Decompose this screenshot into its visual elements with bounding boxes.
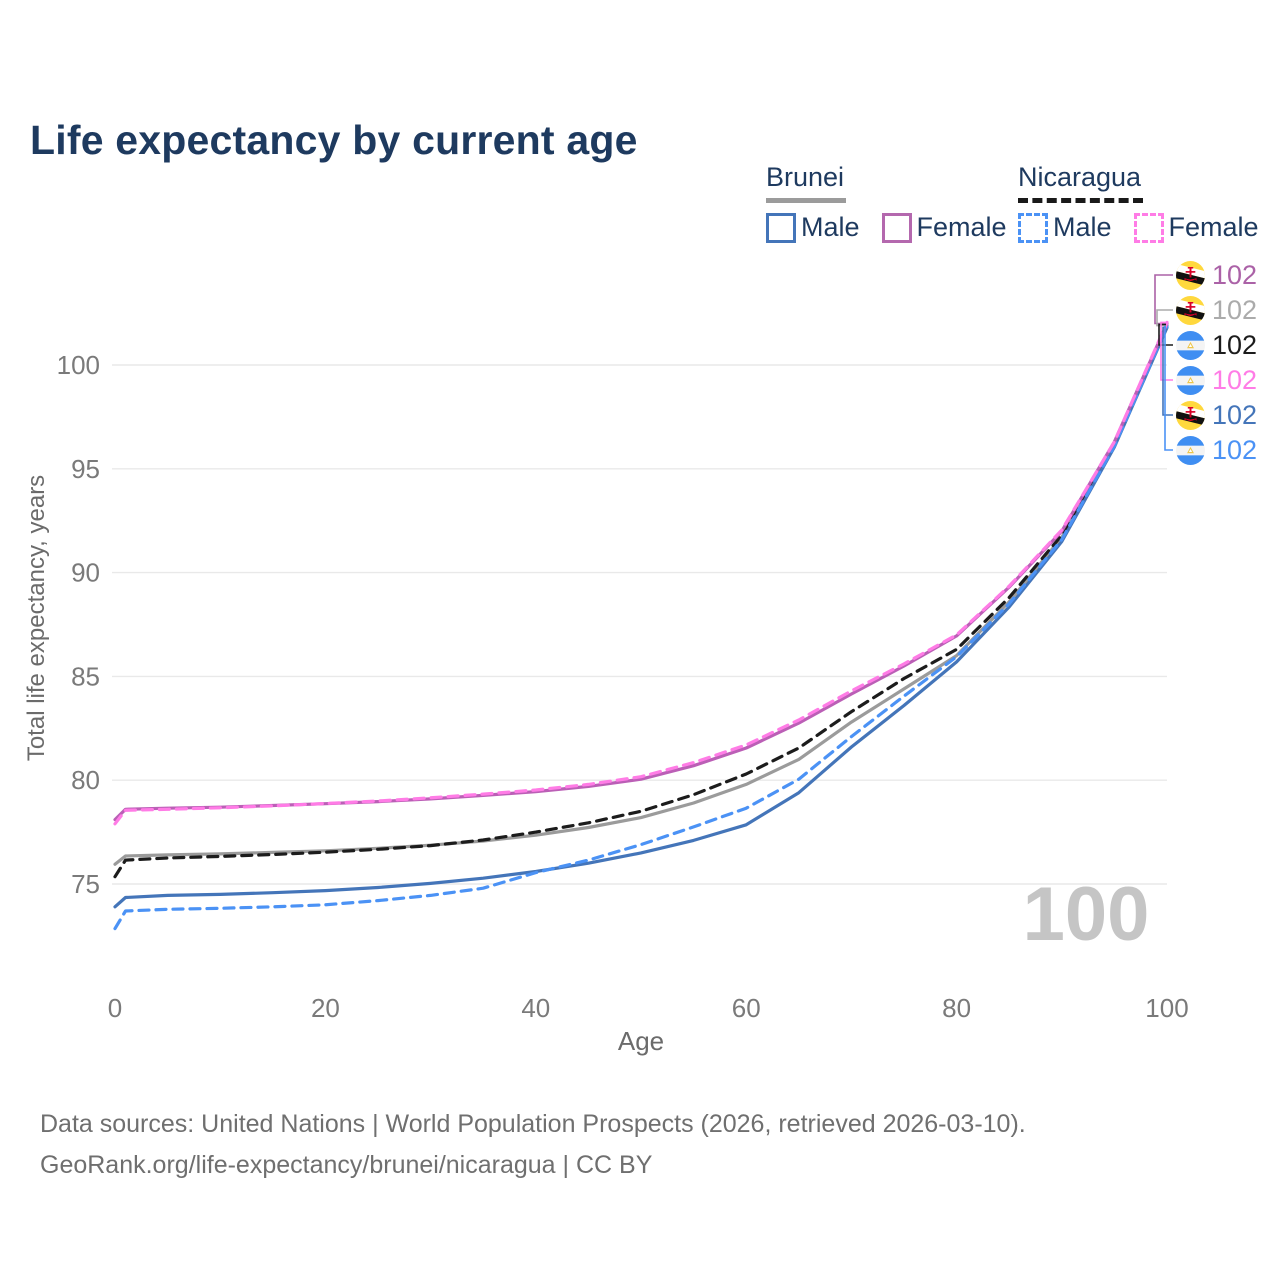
nicaragua-flag-icon bbox=[1176, 366, 1205, 395]
y-tick-label: 80 bbox=[71, 765, 100, 795]
nicaragua-flag-icon bbox=[1176, 436, 1205, 465]
end-label-nicaragua-female: 102 bbox=[1176, 363, 1257, 397]
end-value: 102 bbox=[1212, 434, 1258, 465]
y-tick-label: 90 bbox=[71, 558, 100, 588]
end-label-brunei-female: 102 bbox=[1176, 258, 1257, 292]
x-tick-label: 100 bbox=[1145, 993, 1188, 1023]
legend-item-label: Male bbox=[1053, 212, 1112, 242]
legend-group-nicaragua: Nicaragua Male Female bbox=[1018, 162, 1280, 243]
end-value: 102 bbox=[1212, 329, 1258, 360]
y-tick-label: 85 bbox=[71, 661, 100, 691]
y-tick-label: 100 bbox=[57, 350, 100, 380]
legend-item-brunei-male[interactable]: Male bbox=[766, 212, 860, 243]
end-label-brunei-male: 102 bbox=[1176, 398, 1257, 432]
legend-item-label: Male bbox=[801, 212, 860, 242]
nicaragua-female-swatch-icon bbox=[1133, 212, 1164, 243]
x-tick-label: 40 bbox=[521, 993, 550, 1023]
x-tick-label: 80 bbox=[942, 993, 971, 1023]
x-tick-label: 20 bbox=[311, 993, 340, 1023]
end-label-nicaragua-total: 102 bbox=[1176, 328, 1257, 362]
legend-item-nicaragua-female[interactable]: Female bbox=[1133, 212, 1259, 243]
legend-item-label: Female bbox=[916, 212, 1007, 242]
brunei-male-swatch-icon bbox=[766, 212, 796, 243]
series-line-4 bbox=[113, 321, 1169, 822]
leader-line bbox=[1160, 321, 1173, 381]
y-axis-title: Total life expectancy, years bbox=[23, 475, 50, 761]
nicaragua-flag-icon bbox=[1176, 331, 1205, 360]
end-value: 102 bbox=[1212, 294, 1258, 325]
brunei-female-swatch-icon bbox=[881, 212, 912, 243]
source-url-note: GeoRank.org/life-expectancy/brunei/nicar… bbox=[40, 1151, 653, 1179]
brunei-flag-icon bbox=[1176, 296, 1205, 325]
leader-line bbox=[1164, 325, 1173, 451]
y-tick-label: 95 bbox=[71, 454, 100, 484]
legend-group-brunei: Brunei Male Female bbox=[766, 162, 1029, 243]
end-label-brunei-total: 102 bbox=[1176, 293, 1257, 327]
y-tick-label: 75 bbox=[71, 869, 100, 899]
data-sources-note: Data sources: United Nations | World Pop… bbox=[40, 1110, 1026, 1138]
legend-item-brunei-female[interactable]: Female bbox=[881, 212, 1007, 243]
legend-item-label: Female bbox=[1168, 212, 1259, 242]
end-value: 102 bbox=[1212, 399, 1258, 430]
series-line-3 bbox=[113, 325, 1169, 931]
age-watermark: 100 bbox=[1023, 872, 1150, 957]
chart-title: Life expectancy by current age bbox=[30, 117, 638, 164]
leader-line bbox=[1158, 323, 1173, 346]
series-line-5 bbox=[113, 320, 1169, 826]
brunei-flag-icon bbox=[1176, 261, 1205, 290]
legend-item-nicaragua-male[interactable]: Male bbox=[1018, 212, 1112, 243]
brunei-flag-icon bbox=[1176, 401, 1205, 430]
legend-country-nicaragua[interactable]: Nicaragua bbox=[1018, 162, 1144, 203]
series-line-1 bbox=[113, 322, 1169, 879]
end-value: 102 bbox=[1212, 364, 1258, 395]
end-value: 102 bbox=[1212, 259, 1258, 290]
x-axis-title: Age bbox=[618, 1026, 664, 1056]
end-label-nicaragua-male: 102 bbox=[1176, 433, 1257, 467]
series-line-0 bbox=[113, 324, 1169, 866]
legend-country-brunei[interactable]: Brunei bbox=[766, 162, 847, 203]
x-tick-label: 0 bbox=[108, 993, 122, 1023]
x-tick-label: 60 bbox=[732, 993, 761, 1023]
nicaragua-male-swatch-icon bbox=[1018, 212, 1048, 243]
series-line-2 bbox=[113, 326, 1169, 909]
